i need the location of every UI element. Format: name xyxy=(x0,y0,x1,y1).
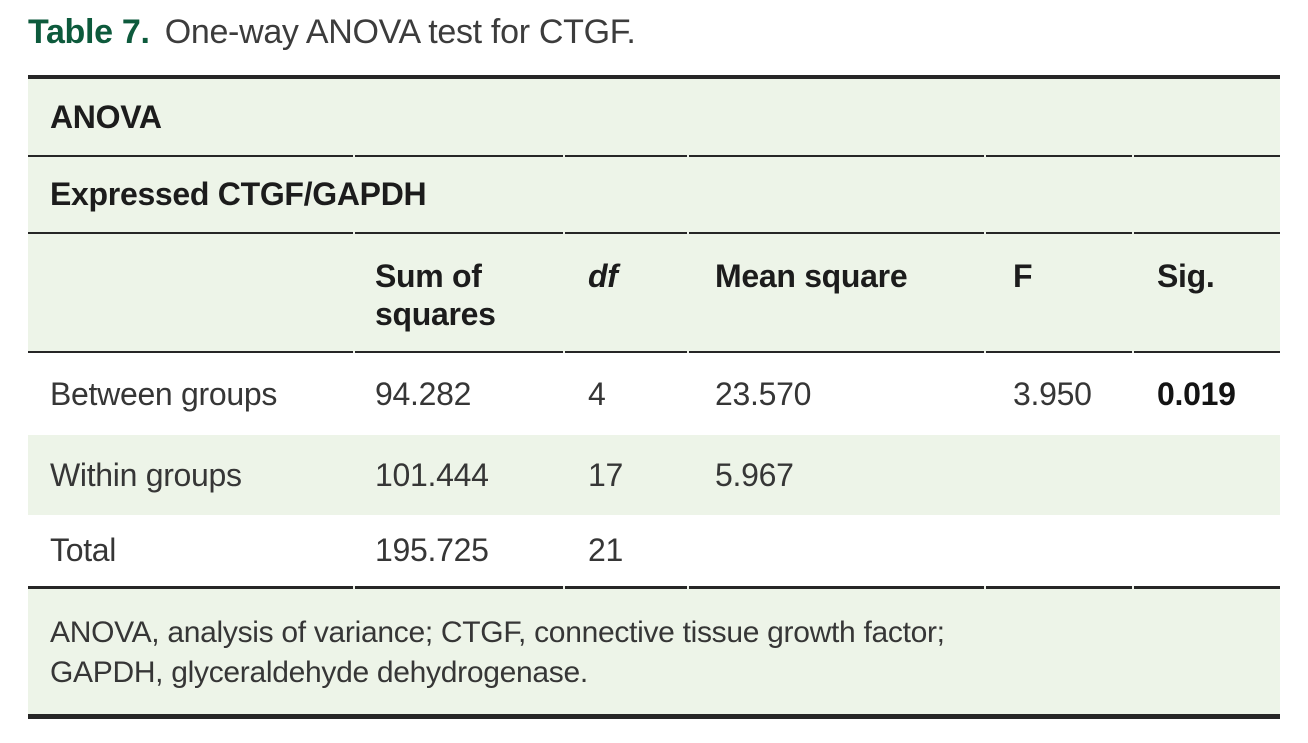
divider-notch xyxy=(1132,586,1134,589)
cell-df: 17 xyxy=(588,456,623,493)
divider-notch xyxy=(353,232,355,234)
divider-notch xyxy=(687,232,689,234)
divider-notch xyxy=(687,351,689,353)
cell-mean-square: 23.570 xyxy=(715,375,812,412)
column-header-sig: Sig. xyxy=(1157,258,1215,294)
cell-df: 21 xyxy=(588,532,623,568)
divider-notch xyxy=(687,155,689,157)
divider-notch xyxy=(563,351,565,353)
table-divider xyxy=(28,155,1280,157)
subsection-header-label: Expressed CTGF/GAPDH xyxy=(50,176,427,212)
column-header-row: Sum of squares df Mean square F Sig. xyxy=(28,234,1280,351)
section-row-expressed: Expressed CTGF/GAPDH xyxy=(28,157,1280,232)
table-row-between-groups: Between groups 94.282 4 23.570 3.950 0.0… xyxy=(28,353,1280,435)
table-caption: Table 7. One-way ANOVA test for CTGF. xyxy=(28,13,636,52)
anova-table: ANOVA Expressed CTGF/GAPDH Sum of square… xyxy=(28,75,1280,719)
table-number-label: Table 7. xyxy=(28,13,150,51)
cell-mean-square: 5.967 xyxy=(715,456,794,493)
divider-notch xyxy=(1132,232,1134,234)
section-row-anova: ANOVA xyxy=(28,79,1280,155)
section-header-label: ANOVA xyxy=(50,98,162,135)
cell-sig: 0.019 xyxy=(1157,375,1236,412)
divider-notch xyxy=(353,586,355,589)
divider-notch xyxy=(353,155,355,157)
cell-sum-of-squares: 94.282 xyxy=(375,375,472,412)
cell-df: 4 xyxy=(588,375,606,412)
table-divider xyxy=(28,586,1280,589)
row-label: Between groups xyxy=(50,375,278,412)
cell-sum-of-squares: 101.444 xyxy=(375,456,489,493)
column-header-df: df xyxy=(588,258,618,294)
footnote-line: ANOVA, analysis of variance; CTGF, conne… xyxy=(50,616,945,649)
table-divider xyxy=(28,232,1280,234)
row-label: Within groups xyxy=(50,456,242,493)
divider-notch xyxy=(984,586,986,589)
divider-notch xyxy=(563,155,565,157)
divider-notch xyxy=(1132,351,1134,353)
divider-notch xyxy=(1132,155,1134,157)
divider-notch xyxy=(687,586,689,589)
footnote-line: GAPDH, glyceraldehyde dehydrogenase. xyxy=(50,656,588,689)
cell-sum-of-squares: 195.725 xyxy=(375,532,489,568)
divider-notch xyxy=(353,351,355,353)
divider-notch xyxy=(563,586,565,589)
column-header-sum-of-squares: Sum of squares xyxy=(375,258,496,332)
divider-notch xyxy=(984,155,986,157)
column-header-row-label xyxy=(28,234,353,351)
divider-notch xyxy=(563,232,565,234)
divider-notch xyxy=(984,351,986,353)
table-footnote: ANOVA, analysis of variance; CTGF, conne… xyxy=(28,589,1280,714)
divider-notch xyxy=(984,232,986,234)
table-bottom-rule xyxy=(28,714,1280,719)
table-row-total: Total 195.725 21 xyxy=(28,515,1280,586)
cell-f: 3.950 xyxy=(1013,375,1092,412)
table-divider xyxy=(28,351,1280,353)
column-header-mean-square: Mean square xyxy=(715,258,908,294)
table-top-rule xyxy=(28,75,1280,79)
table-row-within-groups: Within groups 101.444 17 5.967 xyxy=(28,435,1280,515)
row-label: Total xyxy=(50,532,117,568)
table-caption-text: One-way ANOVA test for CTGF. xyxy=(164,13,636,51)
column-header-f: F xyxy=(1013,258,1033,294)
